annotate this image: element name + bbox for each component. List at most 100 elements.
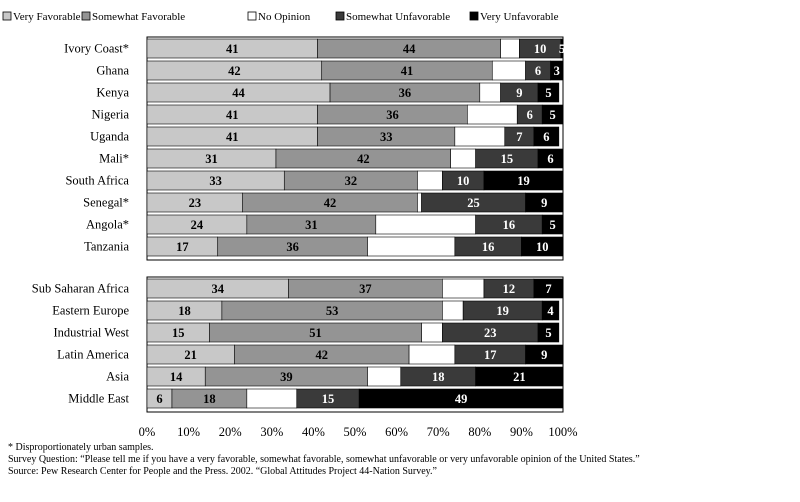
row-label: Tanzania — [84, 240, 129, 254]
data-label: 7 — [516, 130, 522, 144]
row-label: Ivory Coast* — [64, 42, 129, 56]
data-label: 5 — [545, 326, 551, 340]
data-label: 3 — [554, 64, 560, 78]
x-tick-label: 50% — [344, 425, 367, 439]
data-label: 41 — [226, 42, 239, 56]
bar-row-latin-america: Latin America 21 42 17 9 — [57, 344, 564, 365]
x-tick-label: 90% — [510, 425, 533, 439]
data-label: 5 — [559, 42, 565, 56]
data-label: 4 — [547, 304, 554, 318]
data-label: 36 — [386, 108, 399, 122]
data-label: 21 — [513, 370, 526, 384]
data-label: 31 — [305, 218, 318, 232]
data-label: 42 — [324, 196, 337, 210]
data-label: 33 — [380, 130, 393, 144]
row-label: Kenya — [96, 86, 129, 100]
data-label: 25 — [467, 196, 480, 210]
legend-item-somewhat-unfavorable: Somewhat Unfavorable — [335, 11, 450, 23]
row-label: Mali* — [99, 152, 129, 166]
bar-row-south-africa: South Africa 33 32 10 19 — [65, 170, 564, 191]
legend-swatch — [335, 11, 345, 21]
data-label: 19 — [496, 304, 509, 318]
legend-swatch — [2, 11, 12, 21]
bar-segment-very-unfavorable — [560, 38, 564, 59]
data-label: 10 — [457, 174, 470, 188]
data-label: 6 — [527, 108, 533, 122]
row-label: Nigeria — [92, 108, 130, 122]
data-label: 23 — [484, 326, 497, 340]
legend-item-no-opinion: No Opinion — [247, 11, 311, 23]
data-label: 17 — [176, 240, 189, 254]
data-label: 12 — [503, 282, 516, 296]
bar-row-ghana: Ghana 42 41 6 3 — [96, 60, 564, 81]
chart-notes: * Disproportionately urban samples. Surv… — [8, 442, 640, 478]
bar-segment-very-unfavorable — [525, 344, 564, 365]
bar-row-ivory-coast: Ivory Coast* 41 44 10 5 — [64, 38, 565, 59]
data-label: 37 — [359, 282, 372, 296]
row-label: Uganda — [90, 130, 129, 144]
data-label: 9 — [516, 86, 522, 100]
data-label: 16 — [503, 218, 516, 232]
legend-item-very-favorable: Very Favorable — [2, 11, 81, 23]
data-label: 6 — [535, 64, 541, 78]
bar-segment-no-opinion — [442, 300, 464, 321]
data-label: 6 — [547, 152, 553, 166]
legend-item-somewhat-favorable: Somewhat Favorable — [81, 11, 185, 23]
row-label: Latin America — [57, 348, 129, 362]
bar-row-nigeria: Nigeria 41 36 6 5 — [92, 104, 564, 125]
row-label: Middle East — [68, 392, 129, 406]
legend-label: Very Unfavorable — [480, 11, 559, 23]
bar-row-industrial-west: Industrial West 15 51 23 5 — [54, 322, 560, 343]
bar-row-tanzania: Tanzania 17 36 16 10 — [84, 236, 564, 257]
data-label: 7 — [545, 282, 551, 296]
footnote: * Disproportionately urban samples. — [8, 442, 154, 453]
x-tick-label: 40% — [302, 425, 325, 439]
bar-segment-no-opinion — [454, 126, 506, 147]
legend-label: Somewhat Unfavorable — [346, 11, 450, 23]
panel-frame — [146, 36, 564, 261]
row-label: Ghana — [96, 64, 129, 78]
bar-row-eastern-europe: Eastern Europe 18 53 19 4 — [52, 300, 560, 321]
bar-segment-very-unfavorable — [541, 300, 560, 321]
bar-segment-very-unfavorable — [521, 236, 564, 257]
bar-segment-very-unfavorable — [475, 366, 564, 387]
bar-segment-no-opinion — [479, 82, 501, 103]
panel-frame — [146, 276, 564, 413]
bar-segment-no-opinion — [491, 60, 526, 81]
data-label: 44 — [403, 42, 416, 56]
data-label: 49 — [455, 392, 468, 406]
x-tick-label: 10% — [177, 425, 200, 439]
bar-segment-no-opinion — [375, 214, 476, 235]
data-label: 15 — [322, 392, 335, 406]
bar-segment-very-unfavorable — [533, 126, 560, 147]
bar-segment-very-unfavorable — [550, 60, 564, 81]
bar-segment-no-opinion — [408, 344, 456, 365]
data-label: 42 — [228, 64, 241, 78]
legend-swatch — [469, 11, 479, 21]
bar-segment-very-unfavorable — [537, 322, 560, 343]
row-label: Senegal* — [83, 196, 129, 210]
row-label: South Africa — [65, 174, 129, 188]
data-label: 36 — [399, 86, 412, 100]
data-label: 10 — [534, 42, 547, 56]
data-label: 24 — [191, 218, 204, 232]
bar-segment-no-opinion — [500, 38, 520, 59]
data-label: 41 — [226, 130, 239, 144]
data-label: 5 — [545, 86, 551, 100]
bar-segment-no-opinion — [421, 322, 443, 343]
data-label: 42 — [315, 348, 328, 362]
row-label: Angola* — [86, 218, 129, 232]
bar-segment-no-opinion — [450, 148, 476, 169]
x-tick-label: 100% — [548, 425, 577, 439]
row-label: Industrial West — [54, 326, 130, 340]
data-label: 31 — [205, 152, 218, 166]
bar-segment-no-opinion — [246, 388, 298, 409]
data-label: 34 — [211, 282, 224, 296]
data-label: 18 — [432, 370, 445, 384]
data-label: 23 — [189, 196, 202, 210]
bar-segment-no-opinion — [417, 192, 422, 213]
x-tick-label: 0% — [139, 425, 156, 439]
data-label: 19 — [517, 174, 530, 188]
x-tick-label: 60% — [385, 425, 408, 439]
